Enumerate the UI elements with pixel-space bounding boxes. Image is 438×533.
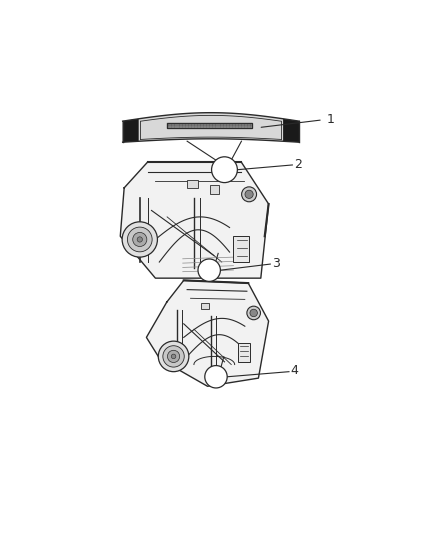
Polygon shape	[167, 123, 251, 128]
Circle shape	[167, 350, 180, 362]
Bar	[238, 343, 250, 362]
Circle shape	[133, 232, 147, 247]
Circle shape	[250, 309, 258, 317]
Polygon shape	[123, 119, 139, 142]
Circle shape	[212, 157, 237, 183]
Circle shape	[171, 354, 176, 359]
Polygon shape	[146, 280, 268, 386]
Circle shape	[247, 306, 261, 320]
Circle shape	[137, 237, 142, 242]
Circle shape	[163, 346, 184, 367]
Bar	[201, 303, 209, 309]
Circle shape	[245, 190, 253, 198]
Circle shape	[242, 187, 257, 202]
Text: 3: 3	[272, 257, 280, 270]
Polygon shape	[123, 112, 299, 142]
Polygon shape	[283, 119, 299, 142]
Polygon shape	[120, 162, 268, 278]
Circle shape	[198, 259, 220, 281]
Circle shape	[122, 222, 157, 257]
Text: 2: 2	[294, 158, 302, 171]
Bar	[233, 236, 249, 262]
Circle shape	[205, 366, 227, 388]
Text: 4: 4	[291, 365, 299, 377]
Bar	[187, 180, 198, 188]
Circle shape	[158, 341, 189, 372]
Bar	[210, 184, 219, 195]
Text: 1: 1	[326, 112, 334, 126]
Circle shape	[127, 227, 152, 252]
